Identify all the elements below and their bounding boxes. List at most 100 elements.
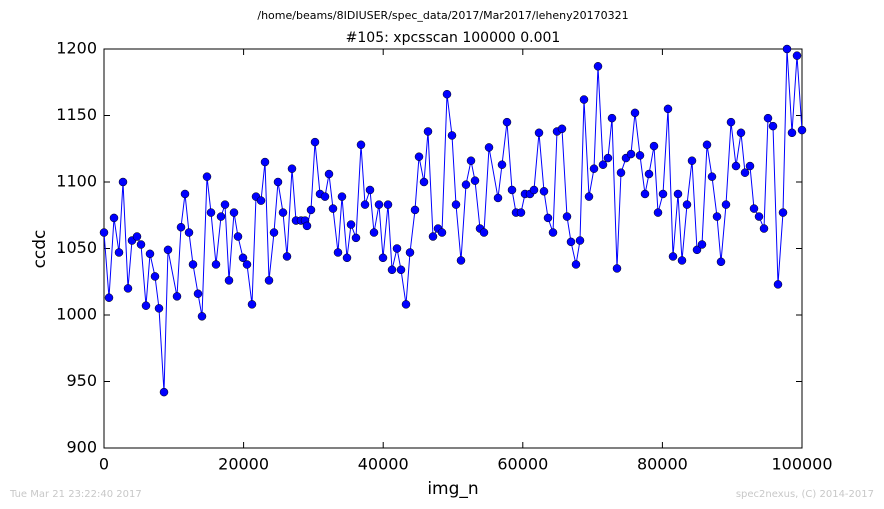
data-point — [238, 253, 248, 263]
data-point — [206, 208, 216, 217]
data-point — [451, 200, 461, 209]
data-point — [328, 204, 338, 213]
data-point — [123, 284, 133, 293]
data-point — [114, 248, 124, 257]
data-point — [356, 140, 366, 150]
data-point — [423, 127, 433, 136]
data-point — [712, 212, 722, 221]
data-point — [461, 180, 471, 189]
data-point — [216, 212, 226, 221]
data-point — [470, 176, 480, 185]
credit: spec2nexus, (C) 2014-2017 — [736, 489, 874, 500]
data-point — [721, 200, 731, 209]
y-tick-label: 1100 — [56, 172, 97, 191]
data-point — [269, 228, 279, 237]
data-point — [579, 95, 589, 104]
data-point — [180, 189, 190, 199]
data-point — [668, 252, 678, 261]
data-point — [692, 245, 702, 255]
data-point — [220, 200, 230, 209]
data-point — [797, 125, 807, 135]
data-point — [516, 208, 526, 217]
data-point — [635, 151, 645, 160]
data-point — [365, 185, 375, 195]
data-point — [649, 141, 659, 151]
data-point — [557, 124, 567, 134]
data-point — [612, 264, 622, 273]
data-point — [414, 152, 424, 161]
data-point — [493, 193, 503, 203]
data-point — [644, 169, 654, 179]
data-point — [607, 113, 617, 123]
data-point — [278, 208, 288, 217]
data-point — [176, 222, 186, 232]
data-point — [224, 276, 234, 285]
data-point — [466, 156, 476, 165]
data-point — [768, 121, 778, 131]
y-tick-label: 900 — [66, 438, 97, 457]
data-point — [507, 185, 517, 195]
data-point — [548, 228, 558, 237]
data-point — [736, 128, 746, 138]
x-tick-label: 40000 — [358, 455, 409, 474]
data-point — [697, 240, 707, 249]
data-point — [442, 89, 452, 99]
x-tick-label: 20000 — [218, 455, 269, 474]
data-point — [543, 213, 553, 223]
data-point — [383, 200, 393, 209]
data-point — [145, 249, 155, 259]
data-point — [202, 172, 212, 181]
data-point — [707, 172, 717, 181]
series-line — [103, 48, 803, 393]
data-point — [640, 189, 650, 199]
x-tick-label: 80000 — [637, 455, 688, 474]
data-point — [99, 228, 109, 237]
data-point — [378, 253, 388, 263]
data-point — [141, 301, 151, 310]
data-point — [387, 265, 397, 275]
data-point — [616, 168, 626, 177]
data-point — [211, 260, 221, 269]
data-point — [333, 248, 343, 257]
data-point — [136, 240, 146, 249]
data-point — [603, 153, 613, 163]
data-point — [663, 104, 673, 114]
data-point — [264, 276, 274, 285]
data-point — [184, 228, 194, 237]
data-point — [104, 293, 114, 302]
data-point — [502, 117, 512, 127]
data-point — [539, 187, 549, 196]
data-point — [687, 156, 697, 165]
data-point — [233, 232, 243, 241]
x-tick-label: 100000 — [771, 455, 832, 474]
data-point — [754, 212, 764, 221]
data-point — [562, 212, 572, 221]
data-point — [598, 160, 608, 169]
data-point — [792, 51, 802, 60]
y-tick-label: 1050 — [56, 238, 97, 257]
data-point — [456, 256, 466, 265]
data-point — [782, 44, 792, 54]
data-point — [658, 189, 668, 199]
data-point — [360, 200, 370, 209]
data-point — [188, 260, 198, 269]
data-point — [159, 387, 169, 397]
data-point — [273, 177, 283, 187]
chart-title: #105: xpcsscan 100000 0.001 — [346, 30, 561, 46]
data-point — [118, 177, 128, 187]
data-point — [256, 196, 266, 205]
data-point — [242, 260, 252, 269]
data-point — [428, 232, 438, 241]
data-point — [778, 208, 788, 217]
y-axis-label: ccdc — [30, 230, 50, 269]
data-point — [653, 208, 663, 217]
y-tick-label: 1200 — [56, 39, 97, 58]
data-point — [193, 289, 203, 298]
data-point — [342, 253, 352, 263]
data-point — [396, 265, 406, 275]
data-point — [497, 160, 507, 169]
data-point — [534, 128, 544, 138]
data-point — [346, 220, 356, 229]
data-point — [154, 304, 164, 313]
